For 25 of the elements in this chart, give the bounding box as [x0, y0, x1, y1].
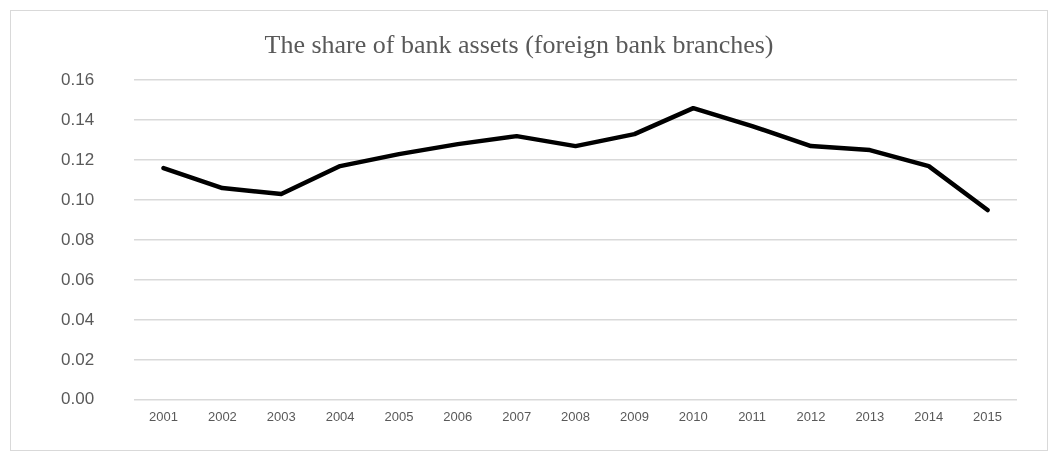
x-tick-label: 2007	[502, 409, 532, 425]
y-tick-label: 0.16	[60, 69, 95, 89]
y-tick-label: 0.02	[60, 349, 95, 369]
x-tick-label: 2013	[855, 409, 885, 425]
x-tick-label: 2014	[914, 409, 944, 425]
x-tick-label: 2001	[149, 409, 178, 425]
x-tick-label: 2003	[266, 409, 296, 425]
y-tick-label: 0.12	[60, 149, 95, 169]
x-tick-label: 2011	[738, 409, 767, 425]
y-tick-label: 0.06	[60, 269, 95, 289]
x-tick-label: 2006	[443, 409, 473, 425]
x-tick-label: 2002	[207, 409, 237, 425]
y-tick-label: 0.00	[60, 389, 95, 409]
y-tick-label: 0.04	[60, 309, 95, 329]
y-tick-label: 0.08	[60, 229, 95, 249]
x-tick-label: 2015	[973, 409, 1003, 425]
x-tick-label: 2009	[619, 409, 649, 425]
y-tick-label: 0.10	[60, 189, 95, 209]
x-tick-label: 2012	[796, 409, 826, 425]
x-tick-label: 2004	[325, 409, 355, 425]
x-tick-label: 2008	[561, 409, 590, 425]
chart-title: The share of bank assets (foreign bank branches)	[264, 30, 774, 60]
x-tick-label: 2005	[384, 409, 414, 425]
y-tick-label: 0.14	[60, 109, 95, 129]
x-tick-label: 2010	[678, 409, 708, 425]
